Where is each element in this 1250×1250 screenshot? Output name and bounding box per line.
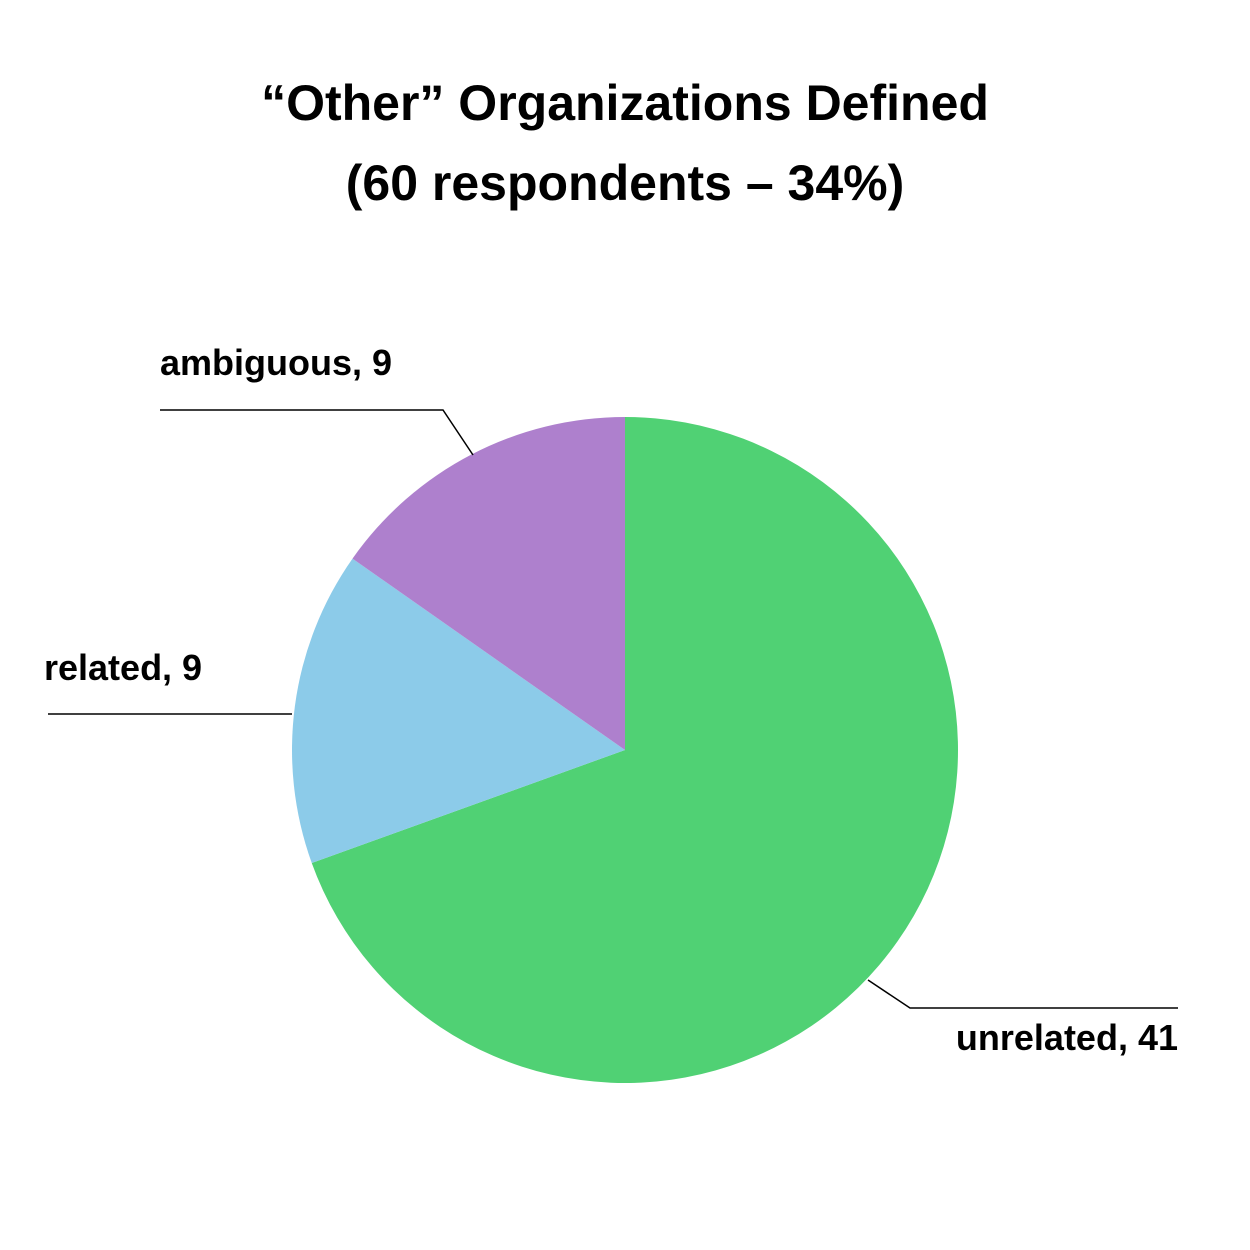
pie-slice	[352, 417, 625, 750]
pie-slice	[292, 558, 625, 863]
chart-subtitle: (60 respondents – 34%)	[346, 155, 905, 211]
pie-slice	[311, 417, 958, 1084]
slice-label: unrelated, 41	[956, 1017, 1178, 1058]
leader-line	[867, 979, 1178, 1009]
leader-line	[160, 409, 474, 456]
slice-label: ambiguous, 9	[160, 342, 392, 383]
chart-title: “Other” Organizations Defined	[261, 75, 989, 131]
slice-label: related, 9	[44, 647, 202, 688]
